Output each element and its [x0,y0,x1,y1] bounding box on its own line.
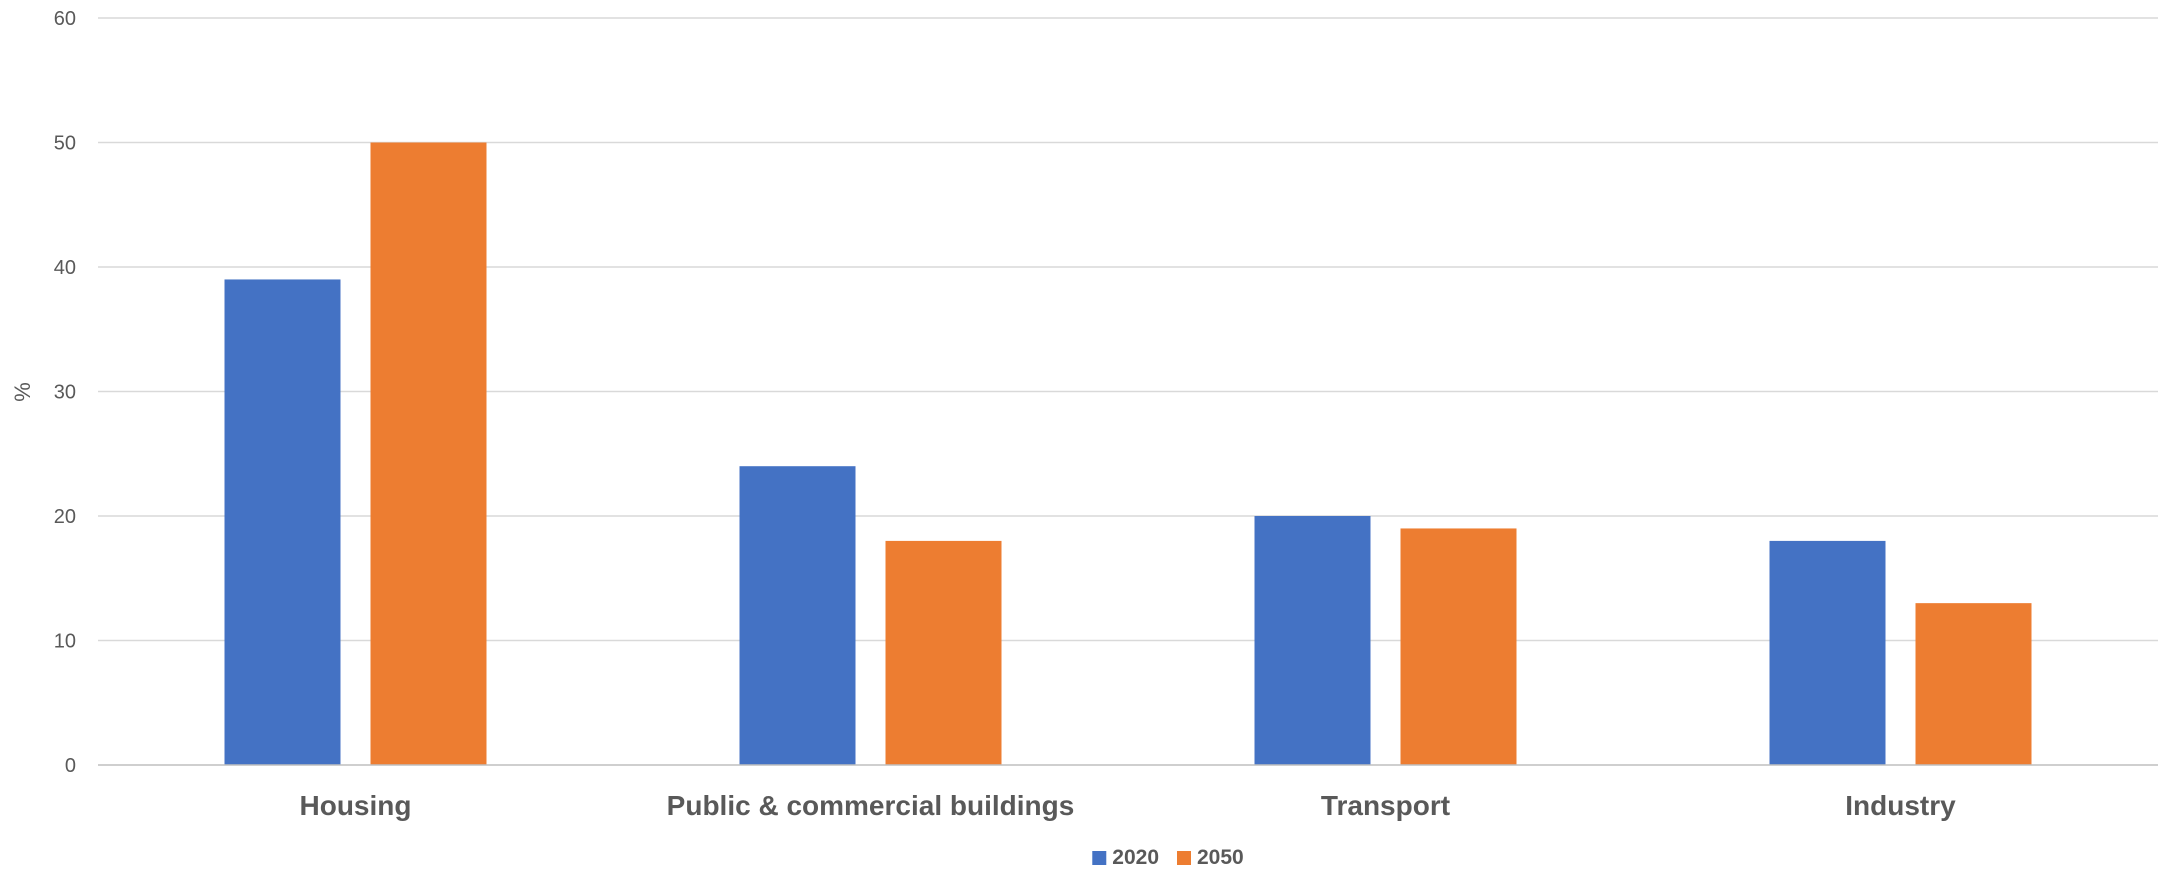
bar-2020-public-commercial-buildings [739,466,856,765]
legend-swatch [1092,851,1107,865]
bar-2020-industry [1769,540,1886,765]
x-tick-label: Public & commercial buildings [667,790,1075,821]
y-tick-label: 60 [54,8,76,30]
bars [224,142,2032,765]
bar-2050-industry [1915,603,2032,765]
bar-2050-public-commercial-buildings [885,540,1002,765]
x-tick-label: Housing [300,790,412,821]
x-tick-label: Industry [1845,790,1956,821]
x-axis-ticks: Housing Public & commercial buildings Tran… [300,790,1957,821]
legend-item: 2020 [1092,846,1159,869]
legend-label: 2050 [1197,846,1244,869]
y-axis-label: % [10,382,35,402]
x-tick-label: Transport [1321,790,1450,821]
legend-item: 2050 [1177,846,1244,869]
y-tick-label: 10 [54,631,76,653]
y-tick-label: 20 [54,506,76,528]
bar-2020-housing [224,279,341,765]
bar-2050-transport [1400,528,1517,765]
y-tick-label: 50 [54,133,76,155]
legend-swatch [1177,851,1191,865]
bar-2020-transport [1254,516,1371,765]
y-tick-label: 0 [65,755,76,777]
bar-2050-housing [370,142,487,765]
y-axis-ticks: 0 10 20 30 40 50 60 [54,8,76,777]
legend-label: 2020 [1112,846,1159,869]
legend: 2020 2050 [1092,846,1244,869]
y-tick-label: 40 [54,257,76,279]
y-tick-label: 30 [54,382,76,404]
